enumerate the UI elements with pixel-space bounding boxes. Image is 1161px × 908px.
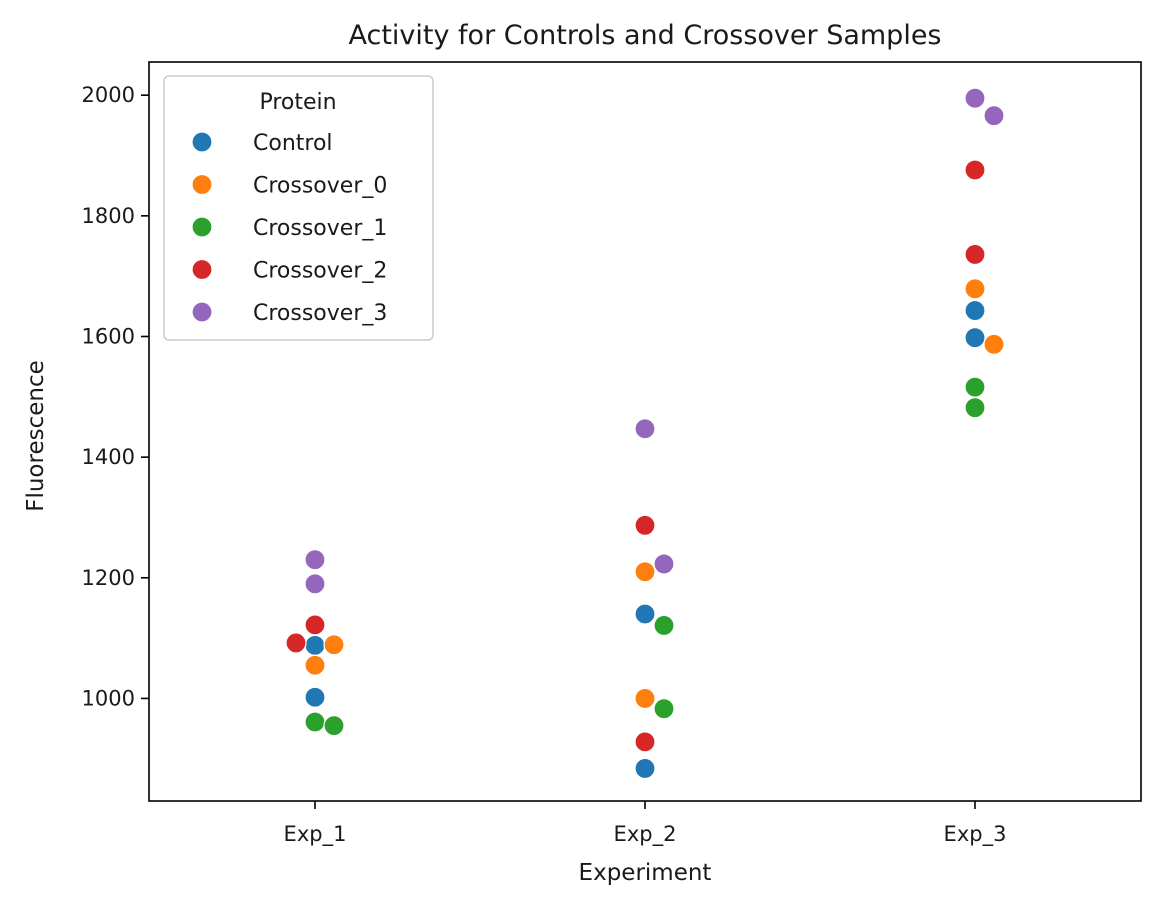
y-tick-label: 1400 bbox=[82, 445, 135, 469]
data-point bbox=[634, 418, 656, 440]
x-axis-label: Experiment bbox=[579, 860, 712, 886]
data-point bbox=[634, 603, 656, 625]
data-point bbox=[964, 299, 986, 322]
data-point bbox=[304, 549, 326, 571]
chart-title: Activity for Controls and Crossover Samp… bbox=[349, 20, 942, 51]
y-tick-label: 2000 bbox=[82, 83, 135, 107]
data-point bbox=[285, 632, 307, 654]
data-point bbox=[964, 243, 986, 266]
y-axis-label: Fluorescence bbox=[23, 360, 49, 512]
x-tick-label: Exp_2 bbox=[614, 822, 677, 847]
plot-frame bbox=[148, 61, 1142, 802]
data-point bbox=[983, 333, 1005, 355]
y-tick-label: 1800 bbox=[82, 204, 135, 228]
data-point bbox=[323, 634, 345, 656]
data-point bbox=[634, 731, 656, 753]
legend-label: Crossover_2 bbox=[253, 259, 387, 284]
x-tick-label: Exp_3 bbox=[944, 822, 1007, 847]
legend-label: Control bbox=[253, 131, 333, 156]
data-point bbox=[304, 614, 326, 636]
legend-label: Crossover_3 bbox=[253, 301, 387, 326]
data-point bbox=[304, 711, 326, 733]
data-point bbox=[964, 327, 986, 349]
data-point bbox=[304, 654, 326, 676]
data-point bbox=[964, 87, 986, 109]
legend-marker bbox=[191, 173, 213, 196]
legend: Protein Control Crossover_0 Crossover_1 Cro… bbox=[163, 75, 434, 341]
y-tick-label: 1600 bbox=[82, 324, 135, 348]
legend-marker bbox=[191, 258, 213, 281]
legend-label: Crossover_0 bbox=[253, 174, 387, 199]
legend-title: Protein bbox=[259, 90, 336, 115]
data-point bbox=[634, 757, 656, 780]
legend-label: Crossover_1 bbox=[253, 216, 387, 241]
data-point bbox=[964, 278, 986, 300]
data-point bbox=[304, 573, 326, 595]
data-point bbox=[304, 634, 326, 656]
data-point bbox=[304, 686, 326, 708]
legend-marker bbox=[191, 131, 213, 153]
data-points bbox=[285, 87, 1005, 780]
y-tick-label: 1000 bbox=[82, 686, 135, 710]
legend-marker bbox=[191, 301, 213, 323]
data-point bbox=[653, 614, 675, 637]
x-tick-label: Exp_1 bbox=[284, 822, 347, 847]
data-point bbox=[964, 397, 986, 419]
legend-frame bbox=[163, 75, 434, 341]
data-point bbox=[323, 714, 345, 737]
y-tick-label: 1200 bbox=[82, 566, 135, 590]
data-point bbox=[653, 553, 675, 575]
data-point bbox=[964, 159, 986, 181]
data-point bbox=[634, 687, 656, 710]
data-point bbox=[964, 376, 986, 398]
legend-marker bbox=[191, 216, 213, 238]
data-point bbox=[653, 698, 675, 720]
axis-ticks: Exp_1 Exp_2 Exp_3 1000 1200 1400 1600 1800 2000 bbox=[82, 83, 1007, 847]
data-point bbox=[983, 105, 1005, 127]
data-point bbox=[634, 561, 656, 583]
data-point bbox=[634, 514, 656, 536]
